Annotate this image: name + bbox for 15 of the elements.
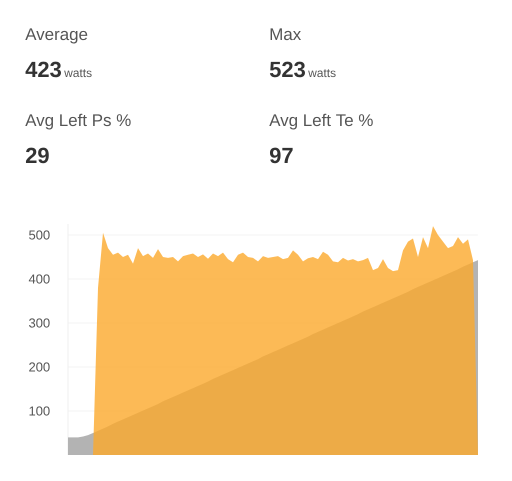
y-tick-label: 500 xyxy=(29,230,50,240)
text: Avg Left Ps % xyxy=(25,114,131,130)
text: 523 xyxy=(270,62,305,78)
y-tick-label: 400 xyxy=(28,274,50,284)
text: 29 xyxy=(26,148,49,164)
text: Avg Left Te % xyxy=(269,114,373,130)
y-tick-label: 200 xyxy=(29,362,50,372)
text: watts xyxy=(308,69,336,78)
text: 423 xyxy=(26,62,61,78)
text: Max xyxy=(270,28,302,40)
text: 97 xyxy=(270,148,293,164)
text: watts xyxy=(64,69,92,78)
y-tick-label: 100 xyxy=(30,406,50,416)
text: Average xyxy=(25,28,88,44)
y-tick-label: 300 xyxy=(29,318,50,328)
